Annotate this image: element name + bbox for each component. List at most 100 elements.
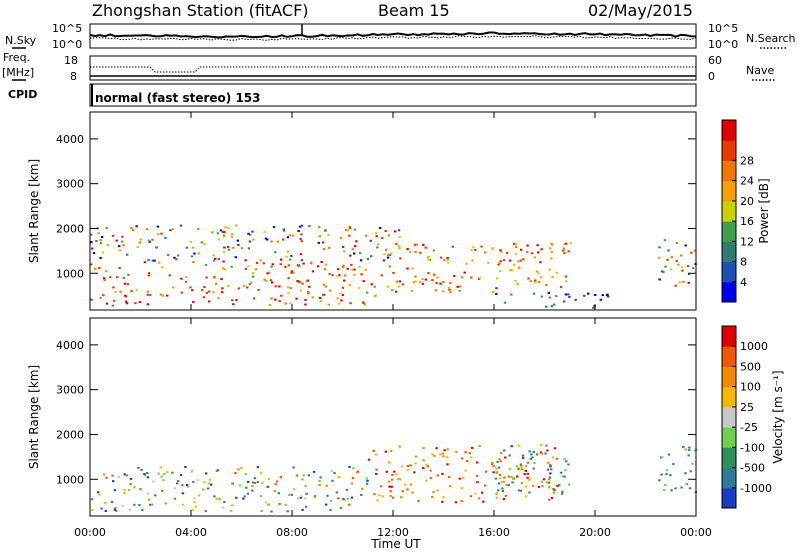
echo-cell bbox=[150, 503, 154, 506]
echo-cell bbox=[244, 259, 247, 262]
echo-cell bbox=[155, 246, 158, 249]
echo-cell bbox=[436, 489, 439, 492]
echo-cell bbox=[172, 286, 175, 289]
echo-cell bbox=[569, 242, 573, 245]
echo-cell bbox=[145, 228, 149, 231]
echo-cell bbox=[470, 456, 473, 459]
echo-cell bbox=[518, 444, 521, 447]
echo-cell bbox=[146, 293, 149, 296]
echo-cell bbox=[388, 461, 391, 464]
echo-cell bbox=[376, 499, 379, 502]
echo-cell bbox=[343, 274, 347, 277]
echo-cell bbox=[414, 280, 417, 283]
echo-cell bbox=[412, 281, 415, 284]
echo-cell bbox=[675, 242, 678, 244]
echo-cell bbox=[534, 281, 537, 284]
echo-cell bbox=[270, 265, 273, 268]
echo-cell bbox=[237, 468, 240, 471]
echo-cell bbox=[545, 284, 548, 286]
colorbar-tick-label: 100 bbox=[740, 381, 761, 394]
echo-cell bbox=[681, 269, 684, 272]
echo-cell bbox=[460, 276, 464, 279]
echo-cell bbox=[409, 464, 412, 467]
echo-cell bbox=[447, 261, 450, 264]
echo-cell bbox=[160, 232, 163, 235]
echo-cell bbox=[119, 290, 122, 293]
echo-cell bbox=[328, 246, 331, 249]
echo-cell bbox=[376, 246, 379, 249]
echo-cell bbox=[458, 477, 461, 480]
echo-cell bbox=[550, 305, 554, 308]
echo-cell bbox=[300, 240, 303, 243]
echo-cell bbox=[98, 493, 101, 496]
echo-cell bbox=[667, 453, 671, 456]
echo-cell bbox=[532, 451, 535, 453]
echo-cell bbox=[431, 496, 434, 498]
echo-cell bbox=[490, 463, 494, 466]
echo-cell bbox=[300, 495, 303, 498]
echo-cell bbox=[251, 230, 254, 233]
echo-cell bbox=[350, 263, 353, 266]
power-ylabel: Slant Range [km] bbox=[27, 159, 41, 263]
echo-cell bbox=[375, 232, 378, 235]
echo-cell bbox=[482, 500, 485, 503]
echo-cell bbox=[220, 278, 223, 281]
echo-cell bbox=[398, 245, 401, 247]
echo-cell bbox=[519, 463, 523, 466]
echo-cell bbox=[106, 244, 109, 246]
echo-cell bbox=[398, 247, 401, 250]
echo-cell bbox=[252, 238, 255, 241]
colorbar-segment bbox=[722, 261, 736, 283]
echo-cell bbox=[660, 473, 663, 476]
echo-cell bbox=[123, 282, 127, 285]
echo-cell bbox=[324, 503, 328, 506]
echo-cell bbox=[128, 508, 131, 511]
echo-cell bbox=[524, 495, 528, 498]
x-tick-label: 04:00 bbox=[175, 526, 207, 539]
echo-cell bbox=[528, 491, 531, 494]
echo-cell bbox=[101, 251, 105, 254]
echo-cell bbox=[201, 289, 204, 292]
echo-cell bbox=[96, 491, 100, 494]
echo-cell bbox=[305, 492, 308, 495]
echo-cell bbox=[549, 465, 552, 468]
echo-cell bbox=[113, 508, 116, 511]
echo-cell bbox=[205, 276, 208, 279]
echo-cell bbox=[274, 251, 277, 254]
echo-cell bbox=[123, 473, 126, 476]
echo-cell bbox=[112, 299, 116, 302]
echo-cell bbox=[547, 486, 551, 489]
echo-cell bbox=[504, 494, 508, 497]
echo-cell bbox=[130, 226, 133, 229]
echo-cell bbox=[499, 460, 502, 463]
echo-cell bbox=[487, 261, 490, 264]
echo-cell bbox=[427, 272, 430, 275]
echo-cell bbox=[216, 232, 220, 235]
echo-cell bbox=[288, 258, 292, 261]
echo-cell bbox=[550, 242, 553, 245]
echo-cell bbox=[470, 276, 473, 279]
echo-cell bbox=[346, 229, 349, 232]
echo-cell bbox=[215, 498, 218, 501]
echo-cell bbox=[148, 503, 152, 506]
echo-cell bbox=[290, 270, 294, 273]
echo-cell bbox=[280, 258, 283, 261]
echo-cell bbox=[210, 231, 214, 234]
echo-cell bbox=[148, 239, 151, 242]
echo-cell bbox=[129, 483, 132, 486]
x-tick-label: 20:00 bbox=[579, 526, 611, 539]
echo-cell bbox=[351, 477, 355, 479]
x-tick-label: 00:00 bbox=[680, 526, 712, 539]
echo-cell bbox=[353, 228, 357, 231]
echo-cell bbox=[388, 265, 391, 268]
echo-cell bbox=[524, 485, 527, 488]
echo-cell bbox=[180, 277, 183, 280]
echo-cell bbox=[558, 483, 561, 486]
echo-cell bbox=[306, 279, 310, 282]
echo-cell bbox=[424, 278, 428, 281]
echo-cell bbox=[92, 252, 96, 255]
echo-cell bbox=[267, 478, 271, 480]
echo-cell bbox=[358, 252, 362, 255]
echo-cell bbox=[146, 472, 149, 474]
echo-cell bbox=[495, 293, 498, 295]
